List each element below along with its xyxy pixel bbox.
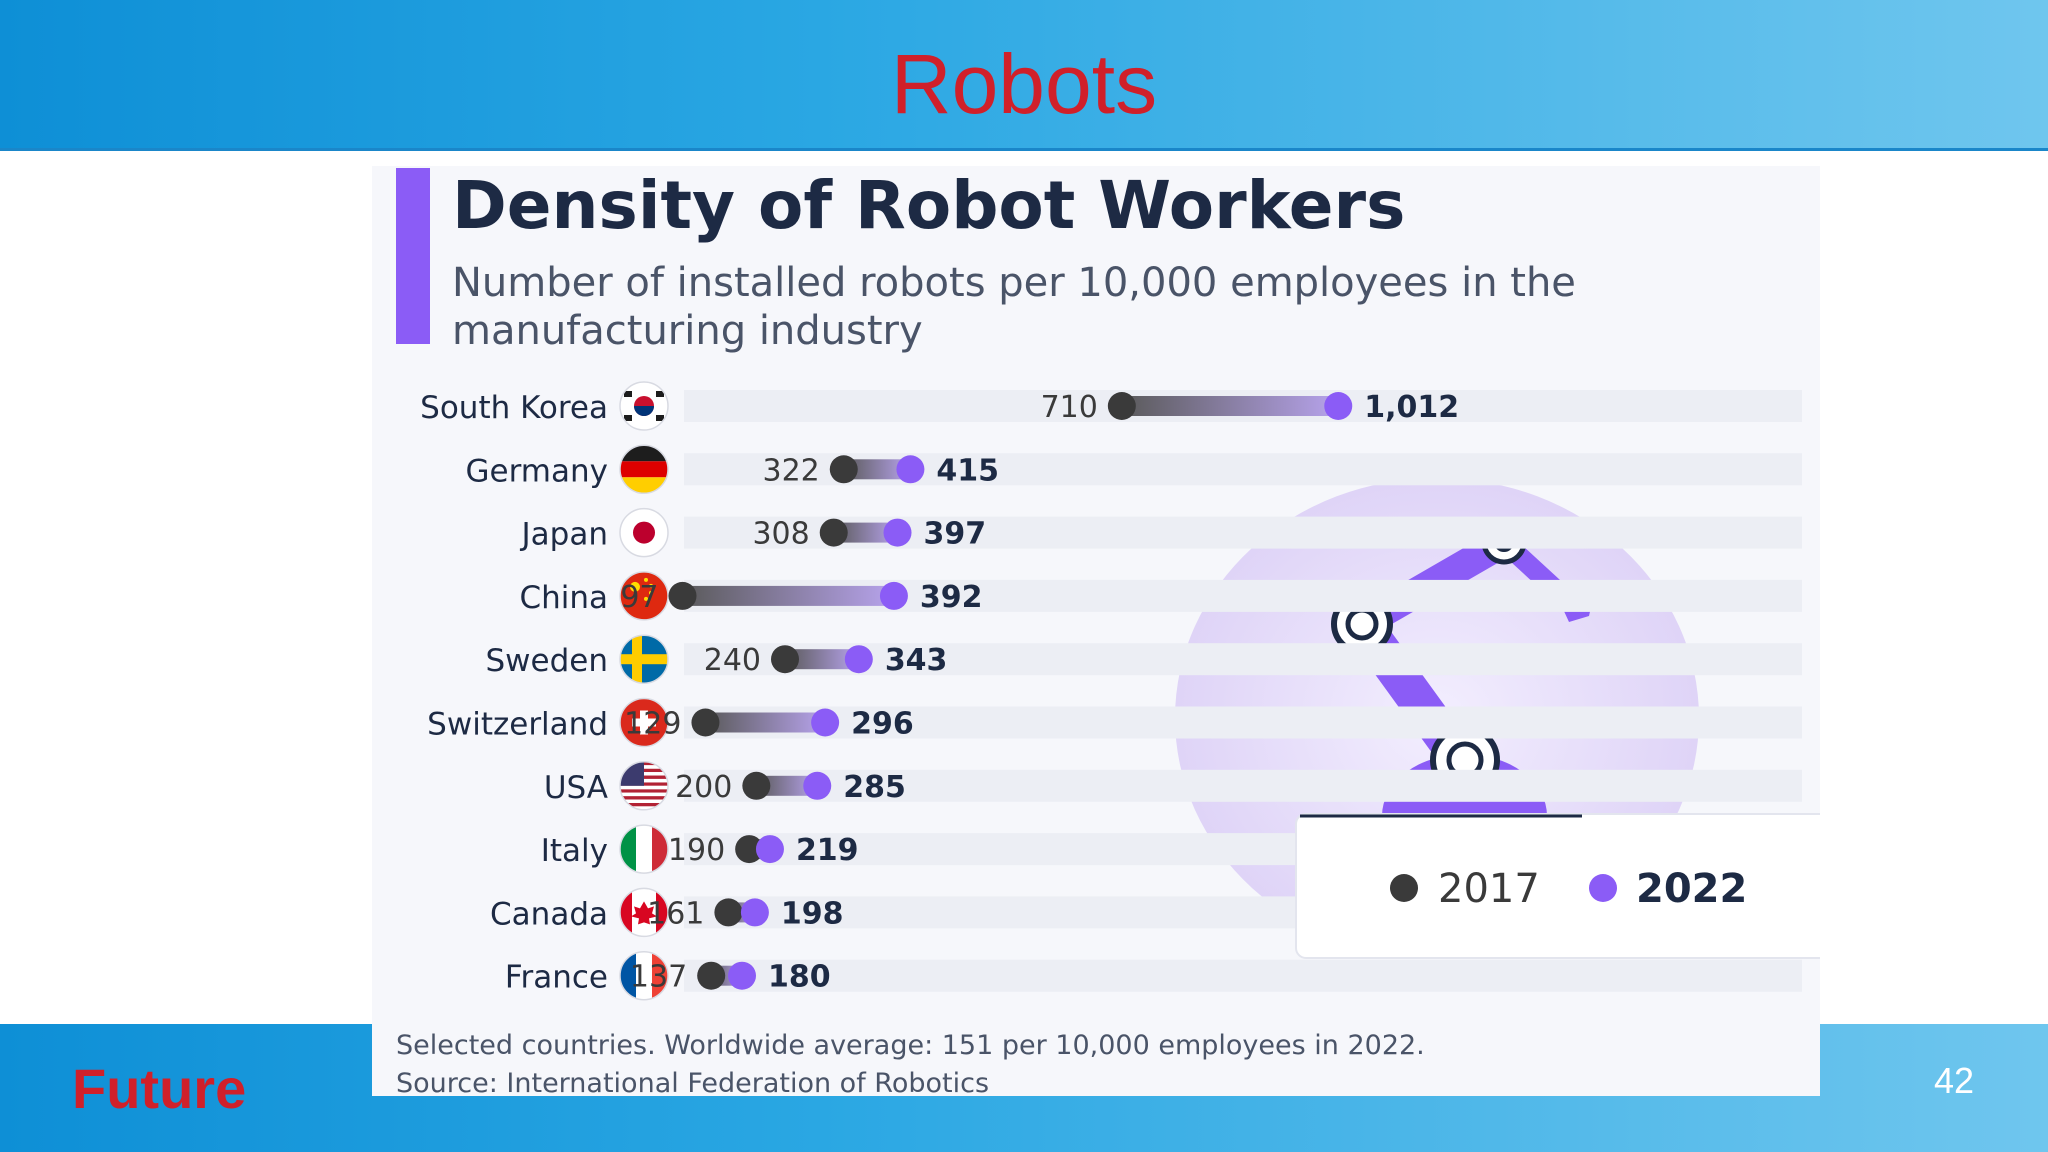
point-2022 bbox=[883, 518, 912, 547]
value-label-2017: 322 bbox=[763, 453, 820, 488]
chart-row: Germany 322 415 bbox=[466, 444, 1802, 495]
bar-range bbox=[833, 522, 898, 543]
category-label: Italy bbox=[541, 833, 608, 869]
bar-range bbox=[785, 649, 859, 670]
value-label-2022: 397 bbox=[924, 517, 987, 552]
point-2017 bbox=[697, 961, 726, 990]
chart-subtitle-line-2: manufacturing industry bbox=[452, 308, 923, 354]
chart-subtitle-line-1: Number of installed robots per 10,000 em… bbox=[452, 260, 1576, 306]
category-label: Sweden bbox=[485, 643, 608, 679]
chart-note: Selected countries. Worldwide average: 1… bbox=[396, 1030, 1425, 1061]
flag-south-korea-icon bbox=[619, 381, 669, 431]
legend-label-2017: 2017 bbox=[1438, 866, 1540, 912]
value-label-2022: 296 bbox=[851, 707, 914, 742]
bar-range bbox=[1121, 396, 1339, 416]
value-label-2022: 180 bbox=[768, 960, 831, 995]
point-2022 bbox=[844, 645, 873, 674]
chart-row: France 137 180 bbox=[505, 950, 1802, 1001]
flag-sweden-icon bbox=[619, 634, 669, 684]
point-2017 bbox=[735, 835, 764, 864]
point-2017 bbox=[691, 708, 720, 737]
point-2022 bbox=[728, 961, 756, 990]
category-label: China bbox=[519, 580, 608, 616]
chart-row: USA 200 285 bbox=[544, 761, 1802, 811]
flag-canada-icon bbox=[619, 887, 669, 938]
point-2017 bbox=[668, 581, 697, 610]
legend-dot-2017 bbox=[1390, 874, 1418, 902]
value-label-2017: 190 bbox=[668, 833, 725, 868]
title-accent-bar bbox=[396, 168, 430, 344]
flag-italy-icon bbox=[619, 824, 669, 874]
bar-range bbox=[682, 585, 894, 606]
chart-panel: Density of Robot Workers Number of insta… bbox=[372, 166, 1837, 1099]
point-2022 bbox=[879, 581, 908, 610]
category-label: Germany bbox=[466, 453, 608, 489]
point-2017 bbox=[829, 455, 858, 484]
slide-title: Robots bbox=[890, 37, 1158, 131]
point-2017 bbox=[771, 645, 799, 674]
flag-germany-icon bbox=[619, 444, 669, 495]
category-label: USA bbox=[544, 770, 608, 806]
category-label: Japan bbox=[520, 517, 608, 553]
chart-row: Sweden 240 343 bbox=[485, 634, 1802, 684]
legend-dot-2022 bbox=[1589, 874, 1617, 902]
point-2022 bbox=[803, 771, 832, 800]
flag-usa-icon bbox=[619, 761, 669, 811]
page-number: 42 bbox=[1934, 1060, 1975, 1101]
category-label: South Korea bbox=[420, 390, 608, 426]
chart-row: China 97 392 bbox=[519, 571, 1802, 621]
category-label: Switzerland bbox=[427, 707, 608, 743]
point-2022 bbox=[811, 708, 840, 737]
value-label-2017: 200 bbox=[675, 770, 732, 805]
value-label-2017: 137 bbox=[630, 960, 687, 995]
point-2017 bbox=[1107, 392, 1136, 420]
value-label-2022: 392 bbox=[920, 580, 983, 615]
point-2022 bbox=[1324, 392, 1353, 420]
value-label-2022: 415 bbox=[936, 453, 999, 488]
legend-label-2022: 2022 bbox=[1636, 866, 1747, 912]
chart-svg: Density of Robot Workers Number of insta… bbox=[396, 167, 1837, 1099]
chart-legend: 2017 2022 bbox=[1295, 813, 1837, 959]
value-label-2022: 219 bbox=[796, 833, 859, 868]
point-2022 bbox=[896, 455, 925, 484]
value-label-2017: 240 bbox=[704, 643, 761, 678]
value-label-2017: 129 bbox=[624, 707, 681, 742]
chart-row: Japan 308 397 bbox=[520, 507, 1802, 558]
slide-header bbox=[0, 0, 2048, 151]
value-label-2022: 1,012 bbox=[1364, 390, 1459, 425]
value-label-2017: 161 bbox=[647, 896, 704, 931]
chart-source: Source: International Federation of Robo… bbox=[396, 1068, 989, 1096]
value-label-2022: 285 bbox=[843, 770, 906, 805]
point-2022 bbox=[740, 898, 769, 927]
chart-rows: South Korea 710 1,012 Germany 322 415 Japan 308… bbox=[420, 381, 1802, 1001]
flag-switzerland-icon bbox=[619, 697, 669, 748]
row-track bbox=[684, 706, 1802, 739]
point-2017 bbox=[714, 898, 743, 927]
flag-china-icon bbox=[619, 571, 669, 621]
footer-label: Future bbox=[72, 1057, 247, 1120]
value-label-2017: 710 bbox=[1041, 390, 1098, 425]
bar-range bbox=[705, 712, 826, 733]
chart-row: Switzerland 129 296 bbox=[427, 697, 1802, 748]
value-label-2022: 198 bbox=[781, 896, 844, 931]
bar-range bbox=[756, 775, 818, 796]
category-label: France bbox=[505, 960, 608, 996]
value-label-2022: 343 bbox=[885, 643, 948, 678]
value-label-2017: 308 bbox=[752, 517, 809, 552]
flag-france-icon bbox=[619, 950, 669, 1001]
value-label-2017: 97 bbox=[620, 580, 658, 615]
category-label: Canada bbox=[490, 896, 608, 932]
chart-row: South Korea 710 1,012 bbox=[420, 381, 1802, 431]
row-track bbox=[684, 769, 1802, 802]
row-track bbox=[684, 959, 1802, 992]
bar-range bbox=[843, 459, 911, 480]
point-2017 bbox=[819, 518, 848, 547]
point-2017 bbox=[742, 771, 771, 800]
point-2022 bbox=[755, 835, 784, 864]
flag-japan-icon bbox=[619, 507, 669, 558]
chart-title: Density of Robot Workers bbox=[452, 167, 1405, 244]
